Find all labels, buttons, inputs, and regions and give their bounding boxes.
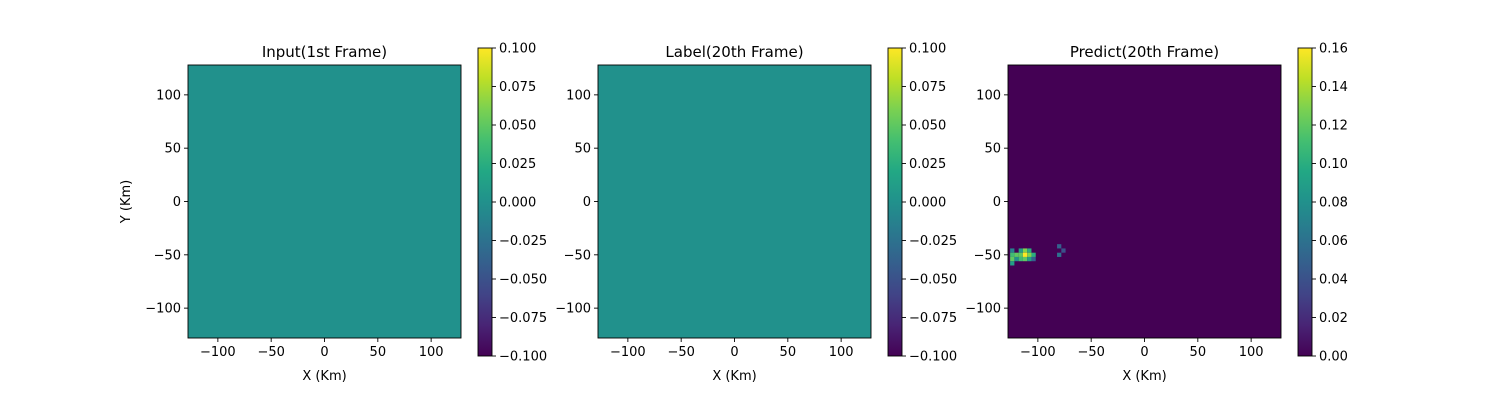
colorbar-tick-label: 0.10	[1319, 157, 1348, 172]
colorbar-tick-label: −0.100	[499, 350, 547, 365]
y-axis-label: Y (Km)	[119, 180, 134, 224]
heatmap-cell	[1014, 252, 1019, 257]
heatmap-cell	[1027, 248, 1032, 253]
x-axis-label: X (Km)	[712, 369, 756, 384]
heatmap-cell	[1057, 244, 1062, 249]
y-tick-label: 50	[984, 142, 1001, 157]
colorbar-tick-label: −0.075	[499, 311, 547, 326]
x-tick-label: −100	[200, 345, 236, 360]
y-tick-label: 0	[993, 195, 1001, 210]
colorbar-tick-label: 0.08	[1319, 196, 1348, 211]
colorbar-tick-label: 0.12	[1319, 119, 1348, 134]
colorbar-tick-label: −0.075	[909, 311, 957, 326]
colorbar-tick-label: 0.02	[1319, 311, 1348, 326]
heatmap-field	[598, 65, 871, 338]
heatmap-cell	[1057, 252, 1062, 257]
y-tick-label: 100	[566, 88, 591, 103]
colorbar	[888, 48, 902, 356]
x-tick-label: −100	[610, 345, 646, 360]
panel-1: −100 −50 0 50 100 −100 −50 0 50 100 Label(20th Fra…	[555, 42, 957, 385]
x-tick-label: 100	[419, 345, 444, 360]
colorbar-tick-label: 0.025	[909, 157, 946, 172]
heatmap-cell	[1018, 248, 1023, 253]
colorbar-tick-label: −0.025	[499, 234, 547, 249]
heatmap-cell	[1061, 248, 1066, 253]
x-tick-label: −100	[1020, 345, 1056, 360]
heatmap-cell	[1014, 256, 1019, 262]
heatmap-cell	[1018, 252, 1023, 257]
colorbar-tick-label: 0.100	[499, 42, 536, 57]
x-tick-label: 100	[1239, 345, 1264, 360]
heatmap-field	[1008, 65, 1281, 338]
heatmap-cell	[1022, 248, 1028, 253]
colorbar-tick-label: 0.000	[909, 196, 946, 211]
x-tick-label: −50	[667, 345, 694, 360]
heatmap-cell	[1010, 248, 1015, 253]
heatmap-field	[188, 65, 461, 338]
y-tick-label: 100	[976, 88, 1001, 103]
colorbar-tick-label: −0.025	[909, 234, 957, 249]
chart-title: Input(1st Frame)	[262, 43, 387, 61]
chart-title: Predict(20th Frame)	[1070, 43, 1219, 61]
colorbar	[1298, 48, 1312, 356]
colorbar-tick-label: 0.16	[1319, 42, 1348, 57]
y-tick-label: 50	[164, 142, 181, 157]
x-tick-label: 0	[320, 345, 328, 360]
colorbar-tick-label: 0.00	[1319, 350, 1348, 365]
heatmap-cell	[1022, 256, 1028, 262]
colorbar-tick-label: 0.100	[909, 42, 946, 57]
heatmap-cell	[1010, 261, 1015, 266]
x-tick-label: −50	[257, 345, 284, 360]
panel-2: −100 −50 0 50 100 −100 −50 0 50 100 Predict(20th F…	[965, 42, 1348, 385]
y-tick-label: −50	[564, 248, 591, 263]
y-tick-label: −50	[154, 248, 181, 263]
heatmap-cell	[1027, 252, 1032, 257]
colorbar-tick-label: −0.100	[909, 350, 957, 365]
heatmap-cell	[1010, 252, 1015, 257]
colorbar-tick-label: −0.050	[909, 273, 957, 288]
colorbar-tick-label: 0.025	[499, 157, 536, 172]
y-tick-label: 100	[156, 88, 181, 103]
heatmap-cell	[1018, 256, 1023, 262]
colorbar-tick-label: 0.050	[499, 119, 536, 134]
x-tick-label: 100	[829, 345, 854, 360]
heatmap-cell	[1031, 256, 1036, 262]
y-tick-label: 0	[583, 195, 591, 210]
x-axis-label: X (Km)	[302, 369, 346, 384]
y-tick-label: −50	[974, 248, 1001, 263]
y-tick-label: 50	[574, 142, 591, 157]
x-tick-label: 50	[1190, 345, 1207, 360]
y-tick-label: −100	[145, 302, 181, 317]
y-tick-label: −100	[965, 302, 1001, 317]
x-tick-label: 50	[780, 345, 797, 360]
chart-title: Label(20th Frame)	[665, 43, 803, 61]
colorbar-tick-label: 0.06	[1319, 234, 1348, 249]
heatmap-cell	[1027, 256, 1032, 262]
y-tick-label: 0	[173, 195, 181, 210]
x-tick-label: −50	[1077, 345, 1104, 360]
colorbar-tick-label: 0.04	[1319, 273, 1348, 288]
heatmap-cell	[1010, 256, 1015, 262]
colorbar-tick-label: 0.075	[909, 80, 946, 95]
heatmap-cell	[1022, 252, 1028, 257]
heatmap-cell	[1031, 252, 1036, 257]
colorbar-tick-label: 0.000	[499, 196, 536, 211]
y-tick-label: −100	[555, 302, 591, 317]
colorbar-tick-label: −0.050	[499, 273, 547, 288]
colorbar-tick-label: 0.14	[1319, 80, 1348, 95]
x-axis-label: X (Km)	[1122, 369, 1166, 384]
x-tick-label: 0	[1140, 345, 1148, 360]
panel-0: −100 −50 0 50 100 −100 −50 0 50 100 Input(1st Fram…	[119, 42, 547, 385]
colorbar-tick-label: 0.075	[499, 80, 536, 95]
x-tick-label: 50	[370, 345, 387, 360]
colorbar-tick-label: 0.050	[909, 119, 946, 134]
colorbar	[478, 48, 492, 356]
x-tick-label: 0	[730, 345, 738, 360]
